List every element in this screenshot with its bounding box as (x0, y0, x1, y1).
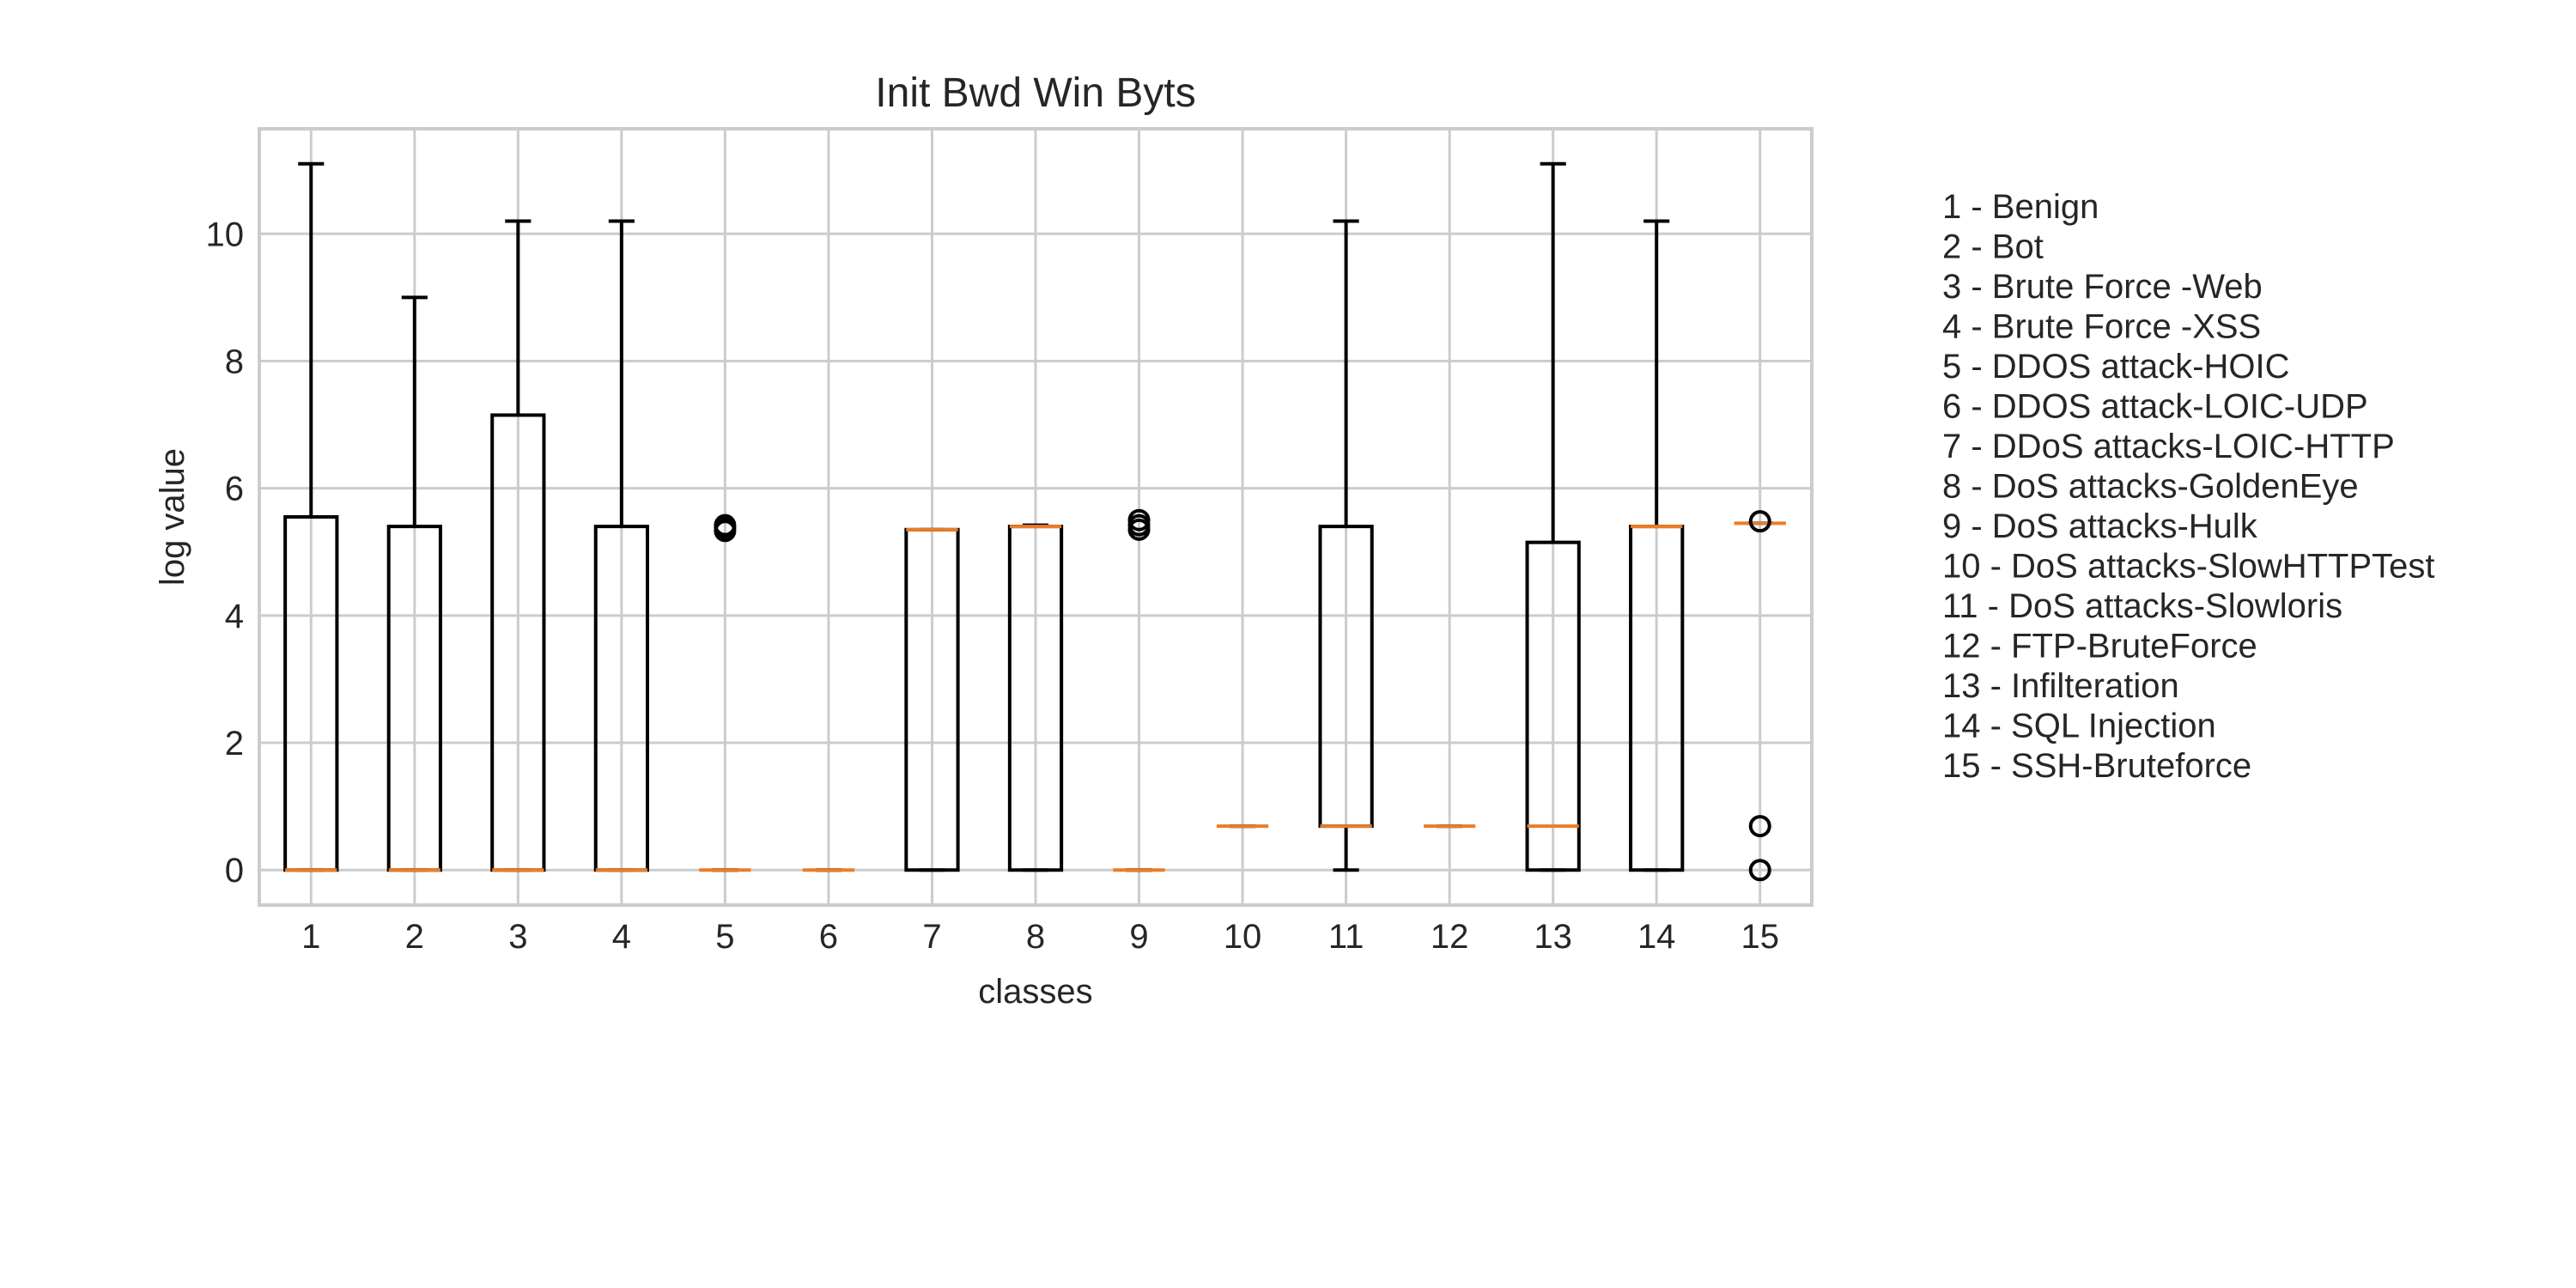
y-tick-label: 10 (206, 216, 245, 253)
x-tick-label: 11 (1328, 918, 1364, 956)
x-tick-label: 15 (1741, 918, 1779, 956)
box-class-7 (904, 527, 960, 872)
box-class-13 (1525, 161, 1581, 872)
y-tick-label: 8 (225, 343, 244, 380)
legend-entry: 7 - DDoS attacks-LOIC-HTTP (1942, 428, 2395, 465)
legend-entry: 2 - Bot (1942, 228, 2044, 266)
x-tick-label: 10 (1224, 918, 1262, 956)
y-axis-label: log value (154, 448, 191, 586)
box-class-11 (1318, 219, 1374, 872)
box-class-15 (1734, 510, 1786, 882)
legend-entry: 4 - Brute Force -XSS (1942, 308, 2261, 346)
legend-entry: 12 - FTP-BruteForce (1942, 628, 2257, 665)
box-class-4 (593, 219, 650, 872)
chart-title: Init Bwd Win Byts (875, 70, 1195, 116)
boxes (283, 161, 1786, 882)
x-tick-label: 1 (301, 918, 320, 956)
legend-entry: 5 - DDOS attack-HOIC (1942, 348, 2290, 386)
outlier-point (1127, 508, 1151, 532)
y-tick-label: 2 (225, 725, 244, 762)
y-tick-labels: 0 2 4 6 8 10 (206, 216, 245, 890)
y-tick-label: 4 (225, 598, 244, 635)
legend-entry: 1 - Benign (1942, 188, 2099, 226)
x-tick-label: 4 (612, 918, 631, 956)
box-class-9 (1113, 508, 1165, 872)
legend-entry: 14 - SQL Injection (1942, 708, 2216, 745)
box-class-8 (1007, 523, 1064, 872)
x-tick-label: 12 (1431, 918, 1469, 956)
box-class-2 (386, 295, 442, 872)
x-tick-label: 9 (1129, 918, 1148, 956)
x-tick-label: 7 (922, 918, 941, 956)
outlier-point (714, 513, 737, 537)
legend-entry: 10 - DoS attacks-SlowHTTPTest (1942, 548, 2435, 586)
x-tick-label: 14 (1637, 918, 1676, 956)
outlier-point (1748, 510, 1771, 533)
x-axis-label: classes (978, 973, 1092, 1011)
x-tick-label: 13 (1534, 918, 1572, 956)
box-class-14 (1629, 219, 1685, 872)
x-tick-label: 8 (1026, 918, 1045, 956)
y-tick-label: 0 (225, 852, 244, 890)
x-tick-labels: 1 2 3 4 5 6 7 8 9 10 11 12 13 14 15 (301, 918, 1779, 956)
legend-entry: 8 - DoS attacks-GoldenEye (1942, 468, 2359, 506)
box-class-5 (699, 513, 751, 872)
x-tick-label: 5 (715, 918, 734, 956)
legend-entry: 3 - Brute Force -Web (1942, 268, 2263, 306)
x-tick-label: 3 (508, 918, 527, 956)
legend-entry: 15 - SSH-Bruteforce (1942, 747, 2251, 785)
box-class-1 (283, 161, 339, 872)
plot-frame (258, 127, 1814, 907)
y-tick-label: 6 (225, 471, 244, 508)
x-tick-label: 6 (819, 918, 838, 956)
box-body (1525, 540, 1581, 872)
legend-entry: 6 - DDOS attack-LOIC-UDP (1942, 388, 2368, 426)
x-tick-label: 2 (405, 918, 424, 956)
legend-entry: 9 - DoS attacks-Hulk (1942, 507, 2258, 545)
outlier-point (1748, 859, 1771, 882)
legend-entry: 11 - DoS attacks-Slowloris (1942, 587, 2342, 625)
outlier-point (1748, 815, 1771, 838)
box-class-3 (490, 219, 546, 872)
legend-entry: 13 - Infilteration (1942, 667, 2179, 705)
